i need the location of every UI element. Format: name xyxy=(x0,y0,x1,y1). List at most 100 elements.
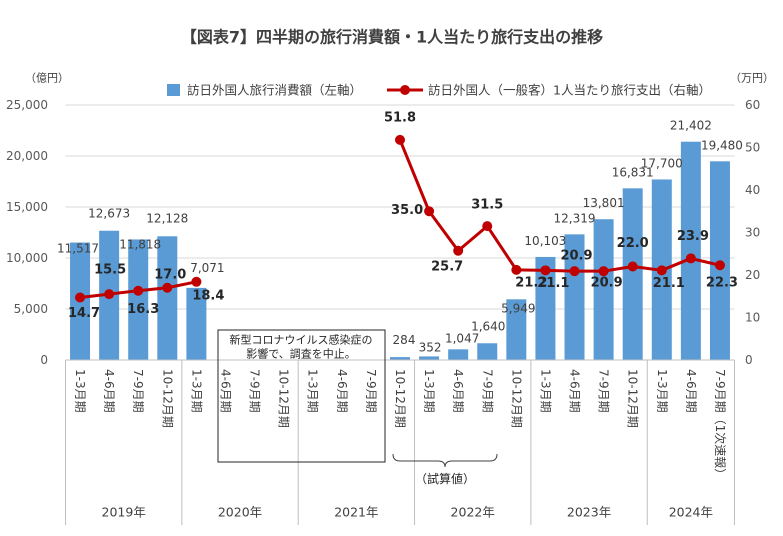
spending-point xyxy=(540,265,551,276)
quarter-label: 4-6月期 xyxy=(102,369,116,413)
spending-points xyxy=(75,134,725,303)
bar-value-label: 11,517 xyxy=(57,242,99,256)
bar-value-label: 21,402 xyxy=(670,119,712,133)
left-axis-tick-label: 25,000 xyxy=(6,98,48,112)
consumption-bar xyxy=(477,343,498,360)
survey-suspended-line-2: 影響で、調査を中止。 xyxy=(246,347,356,361)
legend-bar-swatch xyxy=(167,84,180,96)
spending-point xyxy=(395,134,405,145)
quarter-label: 7-9月期 xyxy=(131,369,145,413)
consumption-bar xyxy=(419,356,440,360)
consumption-bar xyxy=(593,219,614,360)
right-axis-tick-label: 60 xyxy=(745,98,760,112)
quarter-label: 10-12月期 xyxy=(277,369,291,428)
spending-point xyxy=(685,253,696,264)
point-value-label: 35.0 xyxy=(391,203,423,218)
quarter-label: 7-9月期 xyxy=(364,369,378,413)
year-label: 2020年 xyxy=(218,505,262,520)
year-label: 2024年 xyxy=(669,505,713,520)
point-value-label: 23.9 xyxy=(677,229,709,244)
year-label: 2019年 xyxy=(102,505,146,520)
left-axis-unit: （億円） xyxy=(25,72,69,85)
point-value-label: 17.0 xyxy=(154,267,186,282)
spending-point xyxy=(453,245,464,256)
quarter-label: 7-9月期（1次速報） xyxy=(713,369,727,480)
right-axis-unit: （万円） xyxy=(730,72,774,85)
spending-point xyxy=(191,276,202,287)
spending-point xyxy=(162,282,173,293)
point-value-labels: 14.7 15.5 16.3 17.0 18.4 51.8 35.0 25.7 31.5 21.2… xyxy=(68,110,738,321)
point-value-label: 18.4 xyxy=(192,288,224,303)
point-value-label: 21.1 xyxy=(537,276,569,291)
quarter-label: 1-3月期 xyxy=(189,369,203,413)
legend-bar-label: 訪日外国人旅行消費額（左軸） xyxy=(187,83,362,98)
bar-value-label: 17,700 xyxy=(641,156,683,170)
bar-value-label: 12,128 xyxy=(146,211,188,225)
spending-point xyxy=(424,206,435,217)
quarter-label: 10-12月期 xyxy=(509,369,523,428)
quarter-label: 1-3月期 xyxy=(73,369,87,413)
spending-point xyxy=(569,266,580,277)
bar-value-label: 10,103 xyxy=(524,234,566,248)
quarter-label: 4-6月期 xyxy=(218,369,232,413)
point-value-label: 21.2 xyxy=(515,275,547,290)
right-axis-ticks: 0 10 20 30 40 50 60 xyxy=(745,98,760,367)
right-axis-tick-label: 50 xyxy=(745,141,760,155)
point-value-label: 51.8 xyxy=(384,110,416,125)
consumption-bar xyxy=(506,299,527,360)
right-axis-tick-label: 0 xyxy=(745,353,753,367)
year-label: 2021年 xyxy=(334,505,378,520)
legend-line-label: 訪日外国人（一般客）1人当たり旅行支出（右軸） xyxy=(428,83,711,98)
consumption-bar xyxy=(622,188,643,360)
bar-value-label: 13,801 xyxy=(583,196,625,210)
bar-value-label: 19,480 xyxy=(701,138,743,152)
spending-point xyxy=(598,266,609,277)
right-axis-tick-label: 30 xyxy=(745,226,760,240)
point-value-label: 21.1 xyxy=(653,276,685,291)
bar-value-label: 16,831 xyxy=(612,165,654,179)
right-axis-tick-label: 20 xyxy=(745,268,760,282)
estimate-label: （試算値） xyxy=(415,471,475,486)
survey-suspended-line-1: 新型コロナウイルス感染症の xyxy=(230,333,373,347)
quarter-label: 4-6月期 xyxy=(451,369,465,413)
left-axis-tick-label: 0 xyxy=(40,353,48,367)
bar-value-label: 5,949 xyxy=(501,301,535,315)
category-axis xyxy=(65,359,735,525)
quarter-label: 10-12月期 xyxy=(160,369,174,428)
quarter-label: 1-3月期 xyxy=(422,369,436,413)
consumption-bar xyxy=(564,234,585,360)
point-value-label: 22.3 xyxy=(706,276,738,291)
quarter-label: 7-9月期 xyxy=(480,369,494,413)
consumption-bar xyxy=(448,349,469,360)
bar-value-label: 352 xyxy=(419,340,442,354)
spending-point xyxy=(511,264,522,275)
consumption-bar xyxy=(680,141,701,360)
bar-value-label: 12,319 xyxy=(554,211,596,225)
bar-value-labels: 11,517 12,673 11,818 12,128 7,071 2843521,047… xyxy=(57,119,743,355)
consumption-bar xyxy=(186,287,207,360)
quarter-label: 10-12月期 xyxy=(393,369,407,428)
bar-value-label: 7,071 xyxy=(190,261,224,275)
spending-point xyxy=(656,265,667,276)
bar-value-label: 1,640 xyxy=(471,319,505,333)
point-value-label: 14.7 xyxy=(68,306,100,321)
quarter-label: 1-3月期 xyxy=(538,369,552,413)
quarter-label: 1-3月期 xyxy=(655,369,669,413)
consumption-bar xyxy=(390,357,410,360)
quarter-label: 4-6月期 xyxy=(568,369,582,413)
bar-value-label: 11,818 xyxy=(119,237,161,251)
bar-value-label: 284 xyxy=(393,333,416,347)
left-axis-tick-label: 20,000 xyxy=(6,149,48,163)
chart-title: 【図表7】四半期の旅行消費額・1人当たり旅行支出の推移 xyxy=(181,28,603,47)
consumption-bar xyxy=(157,236,178,360)
quarter-labels: 1-3月期 4-6月期 7-9月期 10-12月期 1-3月期 4-6月期 7-9月期 10-… xyxy=(73,369,727,480)
point-value-label: 15.5 xyxy=(94,263,126,278)
spending-point xyxy=(482,221,493,232)
point-value-label: 16.3 xyxy=(127,302,159,317)
consumption-bar xyxy=(535,256,556,360)
quarter-label: 4-6月期 xyxy=(684,369,698,413)
left-axis-tick-label: 15,000 xyxy=(6,200,48,214)
survey-suspended-note: 新型コロナウイルス感染症の 影響で、調査を中止。 xyxy=(217,329,386,463)
consumption-bar xyxy=(128,239,149,360)
